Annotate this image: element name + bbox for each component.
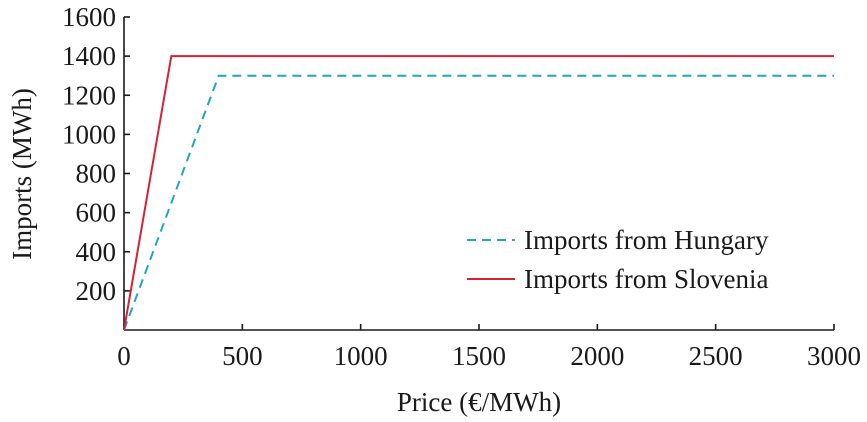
y-tick-label: 600 [76,198,117,228]
y-tick-label: 1000 [62,119,116,149]
series-line-imports-from-hungary [123,74,834,331]
y-tick-label: 200 [76,276,117,306]
x-tick-label: 1000 [334,341,388,371]
series-line-imports-from-slovenia [123,55,834,331]
series-layer [123,55,834,331]
x-tick-label: 3000 [807,341,861,371]
y-tick-label: 400 [76,237,117,267]
x-tick-label: 500 [222,341,263,371]
x-tick-label: 0 [117,341,131,371]
y-axis-ticks: 200 400 600 800 1000 1200 1400 1600 [62,2,130,306]
y-axis-label: Imports (MWh) [7,88,37,260]
x-axis-ticks: 0 500 1000 1500 2000 2500 3000 [117,324,861,371]
plot-area: 0 500 1000 1500 2000 2500 3000 200 400 600 800 100… [62,2,861,371]
legend: Imports from Hungary Imports from Sloven… [467,225,769,294]
legend-label-hungary: Imports from Hungary [524,225,769,255]
x-tick-label: 2500 [689,341,743,371]
x-tick-label: 1500 [452,341,506,371]
y-tick-label: 1600 [62,2,116,32]
legend-label-slovenia: Imports from Slovenia [524,264,768,294]
y-tick-label: 1400 [62,41,116,71]
y-tick-label: 1200 [62,80,116,110]
y-tick-label: 800 [76,159,117,189]
x-axis-label: Price (€/MWh) [397,387,561,417]
x-tick-label: 2000 [570,341,624,371]
